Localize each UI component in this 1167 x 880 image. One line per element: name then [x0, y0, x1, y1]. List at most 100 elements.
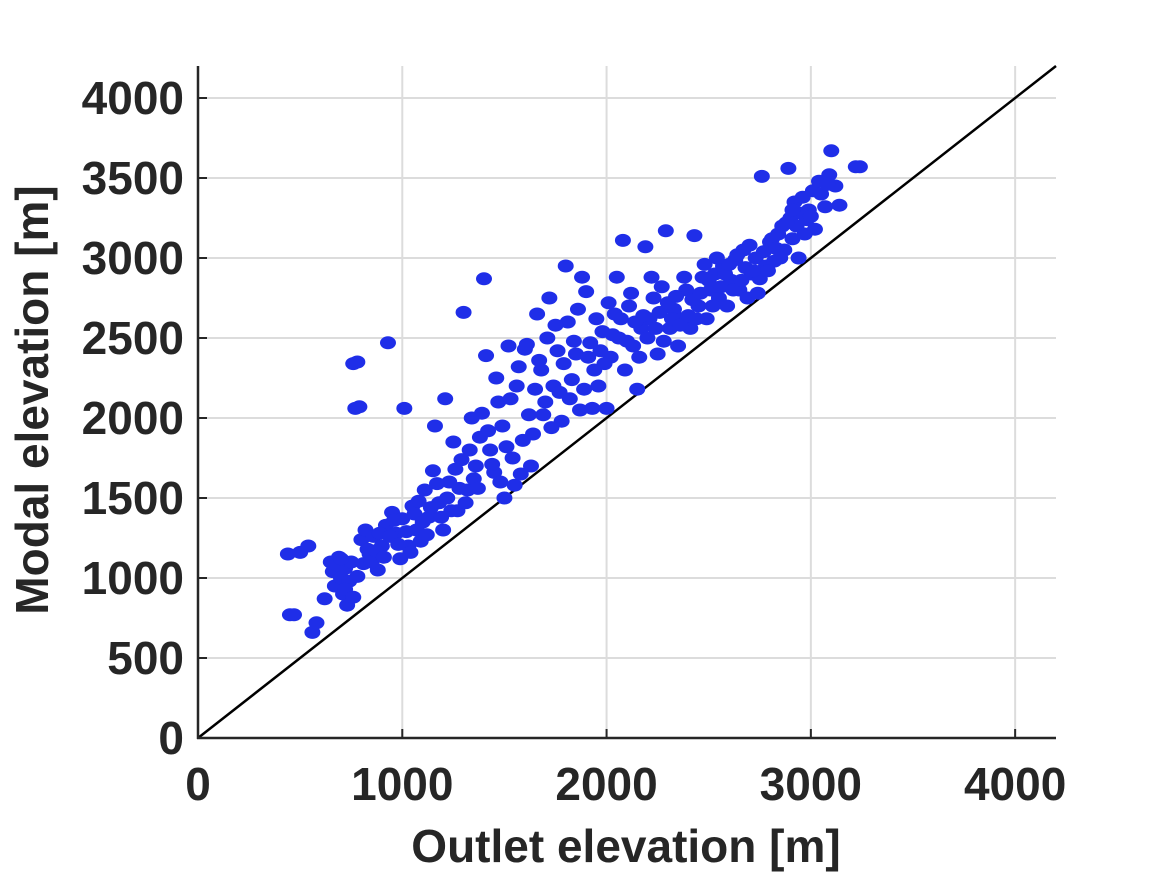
data-point	[725, 283, 742, 297]
y-tick-label: 1000	[82, 552, 184, 604]
x-tick-label: 1000	[351, 758, 453, 810]
data-point	[447, 462, 464, 476]
data-point	[741, 238, 758, 252]
data-point	[600, 296, 617, 310]
data-point	[549, 344, 566, 358]
data-point	[623, 286, 640, 300]
data-point	[755, 245, 772, 259]
data-point	[598, 401, 615, 415]
data-point	[563, 373, 580, 387]
data-point	[514, 433, 531, 447]
data-point	[708, 251, 725, 265]
data-point	[580, 350, 597, 364]
data-point	[349, 569, 366, 583]
data-point	[286, 608, 303, 622]
data-point	[531, 353, 548, 367]
data-point	[461, 443, 478, 457]
data-point	[629, 382, 646, 396]
data-point	[445, 435, 462, 449]
data-point	[686, 229, 703, 243]
data-point	[784, 232, 801, 246]
data-point	[645, 291, 662, 305]
data-point	[308, 616, 325, 630]
data-point	[345, 590, 362, 604]
data-point	[621, 299, 638, 313]
data-point	[631, 350, 648, 364]
data-point	[559, 315, 576, 329]
one-to-one-line	[197, 65, 1057, 739]
data-point	[643, 270, 660, 284]
data-point	[596, 357, 613, 371]
data-point	[482, 443, 499, 457]
data-point	[453, 453, 470, 467]
data-point	[565, 334, 582, 348]
data-point	[504, 451, 521, 465]
x-tick-label: 0	[185, 758, 211, 810]
y-tick-label: 3000	[82, 232, 184, 284]
data-point	[655, 334, 672, 348]
x-tick-label: 2000	[555, 758, 657, 810]
data-point	[700, 273, 717, 287]
data-point	[520, 408, 537, 422]
y-tick-label: 0	[158, 712, 184, 764]
data-point	[451, 481, 468, 495]
data-point	[522, 459, 539, 473]
data-point	[375, 550, 392, 564]
data-point	[576, 382, 593, 396]
data-point	[396, 401, 413, 415]
data-point	[806, 222, 823, 236]
x-axis-label: Outlet elevation [m]	[411, 820, 840, 872]
data-point	[780, 161, 797, 175]
data-point	[578, 285, 595, 299]
data-point	[823, 144, 840, 158]
data-point	[668, 289, 685, 303]
data-point	[402, 545, 419, 559]
data-point	[802, 209, 819, 223]
data-point	[588, 312, 605, 326]
data-point	[692, 286, 709, 300]
data-point	[476, 272, 492, 286]
data-point	[510, 360, 527, 374]
y-tick-label: 1500	[82, 472, 184, 524]
data-point	[647, 321, 664, 335]
data-point	[435, 523, 452, 537]
data-point	[604, 328, 621, 342]
data-point	[478, 349, 495, 363]
data-point	[759, 264, 776, 278]
data-point	[363, 555, 380, 569]
data-point	[688, 312, 705, 326]
x-tick-label: 3000	[760, 758, 862, 810]
data-point	[574, 270, 591, 284]
data-point	[535, 408, 552, 422]
data-point	[529, 307, 546, 321]
data-point	[527, 382, 544, 396]
data-point	[512, 467, 529, 481]
data-point	[488, 371, 505, 385]
data-point	[813, 187, 830, 201]
data-point	[821, 168, 838, 182]
data-point	[696, 257, 713, 271]
data-point	[608, 270, 625, 284]
data-point	[657, 224, 674, 238]
data-point	[414, 515, 431, 529]
data-point	[653, 280, 670, 294]
data-point	[572, 403, 589, 417]
data-point	[539, 331, 556, 345]
data-point	[590, 379, 607, 393]
data-point	[784, 203, 801, 217]
data-point	[439, 491, 456, 505]
data-point	[543, 421, 560, 435]
data-point	[719, 299, 736, 313]
data-point	[473, 406, 490, 420]
data-point	[422, 501, 439, 515]
data-point	[279, 547, 296, 561]
data-point	[817, 200, 834, 214]
data-point	[670, 339, 687, 353]
data-point	[386, 513, 403, 527]
data-point	[390, 537, 407, 551]
data-point	[533, 363, 550, 377]
data-point	[429, 477, 446, 491]
data-point	[492, 475, 509, 489]
data-point	[410, 494, 427, 508]
